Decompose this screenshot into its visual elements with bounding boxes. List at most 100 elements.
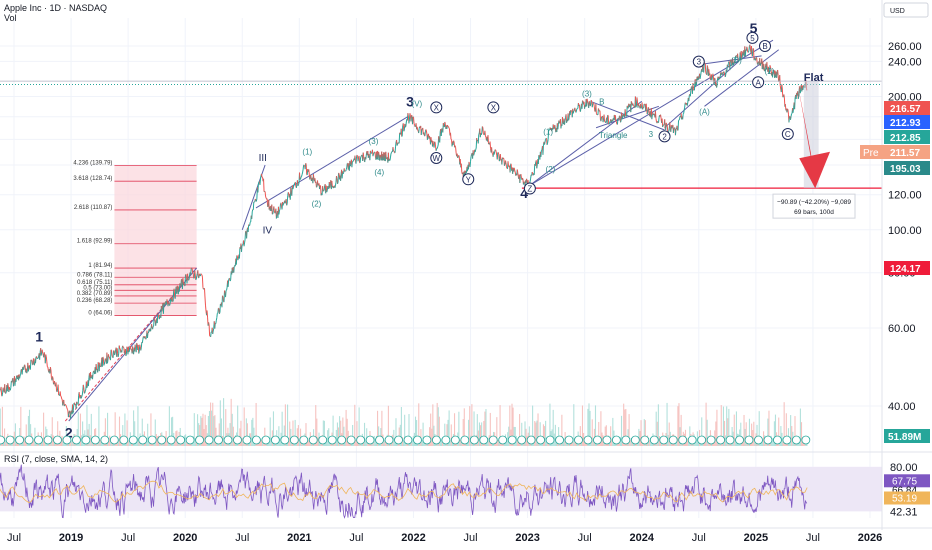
price-candle: [781, 87, 784, 98]
volume-bar: [100, 439, 102, 446]
volume-bar: [598, 421, 600, 446]
price-candle: [446, 124, 449, 127]
price-candle: [135, 343, 138, 353]
price-candle: [308, 169, 310, 175]
price-candle: [564, 120, 566, 125]
price-series: [0, 44, 882, 419]
price-candle: [593, 103, 595, 107]
event-marker: [24, 435, 34, 445]
volume-bar: [77, 411, 79, 446]
volume-bar: [650, 439, 652, 446]
volume-bar: [484, 411, 486, 446]
wave-label-circle: [523, 182, 536, 195]
price-candle: [699, 75, 702, 79]
volume-bar: [154, 419, 156, 446]
event-marker: [72, 435, 81, 445]
price-candle: [191, 267, 193, 270]
price-candle: [744, 49, 747, 57]
price-candle: [121, 347, 123, 353]
price-candle: [342, 172, 345, 175]
event-marker: [754, 435, 763, 445]
price-candle: [183, 282, 185, 286]
volume-bar: [284, 404, 286, 446]
volume-bar: [88, 423, 90, 446]
price-candle: [750, 46, 753, 56]
price-candle: [80, 396, 83, 399]
event-marker: [261, 435, 271, 445]
price-candle: [312, 174, 315, 179]
wave-label-circle-text: Z: [527, 185, 532, 194]
volume-bar: [782, 439, 784, 446]
price-candle: [597, 108, 600, 111]
price-candle: [279, 209, 281, 211]
volume-bar: [4, 428, 6, 446]
price-candle: [503, 163, 506, 166]
rsi-badge-text: 66.84: [892, 485, 917, 496]
price-candle: [540, 150, 542, 157]
price-candle: [297, 184, 299, 187]
volume-bar: [168, 406, 170, 446]
price-candle: [345, 167, 348, 170]
volume-bar: [328, 428, 330, 446]
fibonacci-extension: 4.236 (139.79) 3.618 (128.74) 2.618 (110.8…: [64, 160, 197, 422]
currency-button[interactable]: [883, 2, 929, 18]
price-candle: [72, 407, 75, 414]
price-candle: [666, 124, 668, 127]
price-candle: [240, 245, 243, 252]
price-badge: [884, 261, 930, 275]
price-candle: [236, 255, 238, 257]
price-candle: [621, 112, 623, 120]
price-candle: [541, 149, 543, 151]
x-tick-label: Jul: [349, 532, 363, 544]
wave-label-circle-text: W: [433, 154, 441, 163]
volume-bar: [317, 437, 319, 446]
volume-bar: [34, 427, 36, 446]
price-candle: [724, 74, 727, 78]
price-candle: [335, 175, 338, 179]
price-candle: [227, 279, 230, 287]
event-marker: [441, 435, 451, 445]
volume-bar: [487, 438, 489, 446]
price-candle: [21, 367, 24, 375]
volume-bar: [339, 416, 341, 446]
volume-bar: [767, 418, 769, 446]
price-candle: [158, 315, 161, 320]
projection-arrow-shaft: [796, 79, 816, 183]
wave-label-circle-text: 2: [662, 132, 667, 141]
volume-bar: [395, 418, 397, 446]
event-marker: [555, 435, 564, 445]
volume-bar: [532, 405, 534, 446]
price-candle: [322, 186, 324, 191]
price-candle: [45, 354, 47, 357]
price-candle: [89, 371, 92, 379]
volume-bar: [761, 439, 764, 446]
price-candle: [57, 384, 60, 396]
volume-bar: [534, 421, 536, 446]
volume-bar: [62, 439, 64, 446]
price-candle: [63, 405, 66, 407]
price-candle: [520, 173, 522, 178]
event-marker: [422, 435, 432, 445]
time-axis: Jul 2019 Jul 2020 Jul 2021 Jul 2022 Jul 2023 Jul 20…: [0, 527, 932, 544]
price-candle: [578, 104, 581, 111]
price-candle: [233, 266, 235, 273]
price-candle: [263, 178, 265, 192]
event-marker: [611, 435, 621, 445]
price-candle: [637, 103, 640, 106]
wave-label-minor: (B): [731, 56, 742, 65]
price-candle: [425, 129, 427, 131]
volume-bar: [458, 411, 460, 446]
event-marker: [450, 435, 460, 445]
price-candle: [108, 356, 111, 360]
volume-bar: [624, 409, 626, 446]
volume-bar: [771, 438, 773, 446]
wave-label-circle: [430, 101, 443, 114]
price-candle: [671, 125, 673, 129]
volume-bar: [723, 420, 726, 446]
volume-bar: [688, 439, 690, 446]
price-candle: [19, 374, 22, 376]
price-candle: [95, 364, 98, 370]
wave-label-circle: [752, 76, 765, 89]
price-candle: [495, 149, 497, 153]
